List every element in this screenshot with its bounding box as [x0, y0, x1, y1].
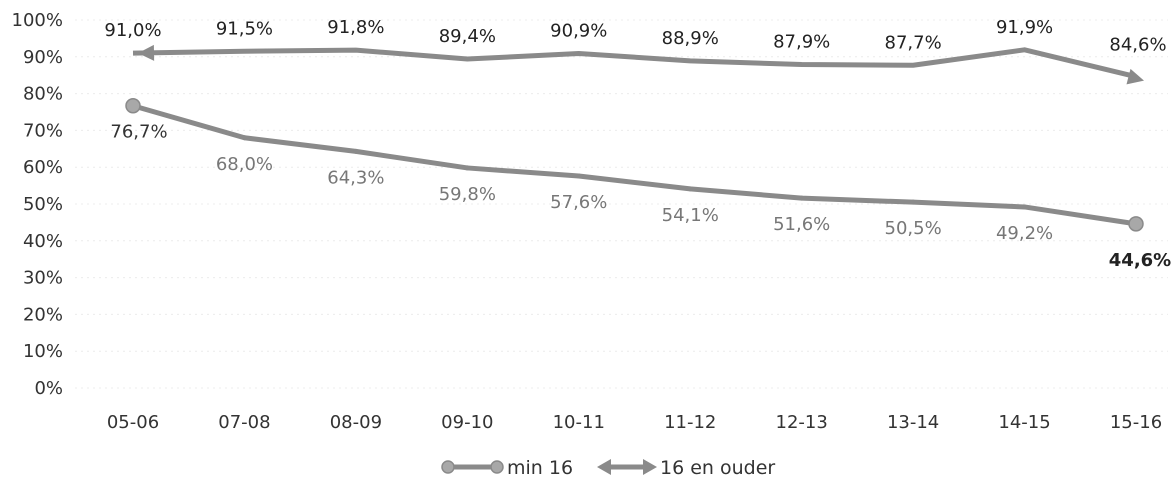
- y-tick-label: 0%: [34, 378, 63, 399]
- data-label-min-16: 51,6%: [773, 214, 830, 235]
- y-axis-ticks: 0% 10% 20% 30% 40% 50% 60% 70% 80% 90% 100%: [12, 10, 63, 399]
- data-label-16-en-ouder: 91,8%: [327, 17, 384, 38]
- data-point-min-16: [576, 173, 582, 179]
- y-tick-label: 40%: [23, 231, 63, 252]
- legend-swatch-marker-1b: [490, 460, 504, 474]
- y-tick-label: 30%: [23, 268, 63, 289]
- data-point-min-16: [1022, 204, 1028, 210]
- x-tick-label: 13-14: [887, 412, 939, 433]
- x-tick-label: 07-08: [218, 412, 270, 433]
- data-point-min-16: [1128, 216, 1144, 232]
- data-label-16-en-ouder: 89,4%: [439, 26, 496, 47]
- series-line-min-16: [130, 103, 1139, 227]
- x-tick-label: 09-10: [441, 412, 493, 433]
- data-label-min-16: 76,7%: [110, 122, 167, 143]
- data-labels: 76,7% 68,0% 64,3% 59,8% 57,6% 54,1% 51,6% 50,5%…: [104, 17, 1171, 271]
- data-label-16-en-ouder: 87,7%: [885, 32, 942, 53]
- data-point-min-16: [687, 186, 693, 192]
- data-label-min-16: 54,1%: [662, 205, 719, 226]
- legend-swatch-arrow-right: [643, 459, 657, 475]
- x-tick-label: 08-09: [330, 412, 382, 433]
- data-label-16-en-ouder: 91,0%: [104, 20, 161, 41]
- x-tick-label: 05-06: [107, 412, 159, 433]
- legend-label-series-1: min 16: [507, 457, 573, 479]
- data-point-min-16: [799, 195, 805, 201]
- x-tick-label: 11-12: [664, 412, 716, 433]
- legend: min 16 16 en ouder: [441, 457, 775, 479]
- data-label-min-16: 50,5%: [885, 218, 942, 239]
- y-tick-label: 60%: [23, 157, 63, 178]
- x-tick-label: 14-15: [998, 412, 1050, 433]
- data-point-min-16: [464, 165, 470, 171]
- y-tick-label: 90%: [23, 47, 63, 68]
- legend-swatch-marker-1: [441, 460, 455, 474]
- data-point-min-16: [353, 148, 359, 154]
- legend-swatch-arrow-left: [597, 459, 611, 475]
- data-label-min-16: 64,3%: [327, 167, 384, 188]
- arrow-head-start: [138, 44, 155, 61]
- data-label-16-en-ouder: 90,9%: [550, 20, 607, 41]
- legend-item-series-2: 16 en ouder: [597, 457, 775, 479]
- data-label-16-en-ouder: 91,9%: [996, 17, 1053, 38]
- arrow-head-end: [1126, 68, 1144, 85]
- data-point-min-16: [910, 199, 916, 205]
- data-label-min-16: 57,6%: [550, 192, 607, 213]
- data-label-min-16: 59,8%: [439, 184, 496, 205]
- x-axis-ticks: 05-06 07-08 08-09 09-10 10-11 11-12 12-13 13-14…: [107, 412, 1162, 433]
- data-label-16-en-ouder: 91,5%: [216, 18, 273, 39]
- y-tick-label: 50%: [23, 194, 63, 215]
- data-label-min-16: 49,2%: [996, 223, 1053, 244]
- x-tick-label: 15-16: [1110, 412, 1162, 433]
- data-label-16-en-ouder: 88,9%: [662, 28, 719, 49]
- data-point-min-16: [125, 97, 141, 114]
- y-tick-label: 20%: [23, 304, 63, 325]
- y-tick-label: 80%: [23, 84, 63, 105]
- data-label-min-16: 44,6%: [1109, 250, 1171, 271]
- data-label-16-en-ouder: 87,9%: [773, 32, 830, 53]
- y-tick-label: 10%: [23, 341, 63, 362]
- data-label-16-en-ouder: 84,6%: [1109, 35, 1166, 56]
- legend-label-series-2: 16 en ouder: [660, 457, 775, 479]
- y-tick-label: 100%: [12, 10, 63, 31]
- legend-item-series-1: min 16: [441, 457, 573, 479]
- data-label-min-16: 68,0%: [216, 154, 273, 175]
- x-tick-label: 10-11: [553, 412, 605, 433]
- series-line-16-en-ouder: [132, 47, 1137, 80]
- data-point-min-16: [241, 135, 247, 141]
- x-tick-label: 12-13: [776, 412, 828, 433]
- y-tick-label: 70%: [23, 120, 63, 141]
- series-lines: [125, 44, 1144, 232]
